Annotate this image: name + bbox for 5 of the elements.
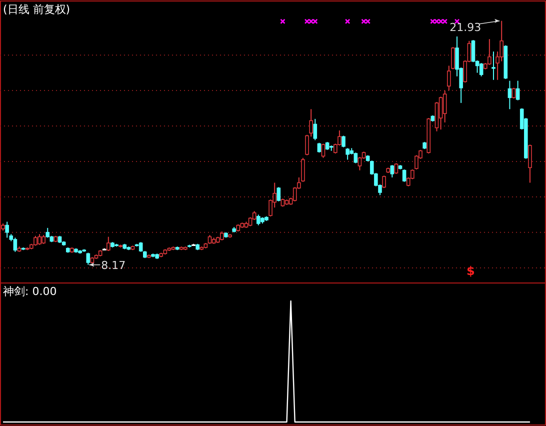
chart-title: 神剑: 0.00 [3,285,57,298]
annotation: 8.17 [101,258,126,272]
annotation: $ [466,264,475,278]
annotation: 21.93 [450,20,482,34]
chart-title: (日线 前复权) [3,3,70,16]
